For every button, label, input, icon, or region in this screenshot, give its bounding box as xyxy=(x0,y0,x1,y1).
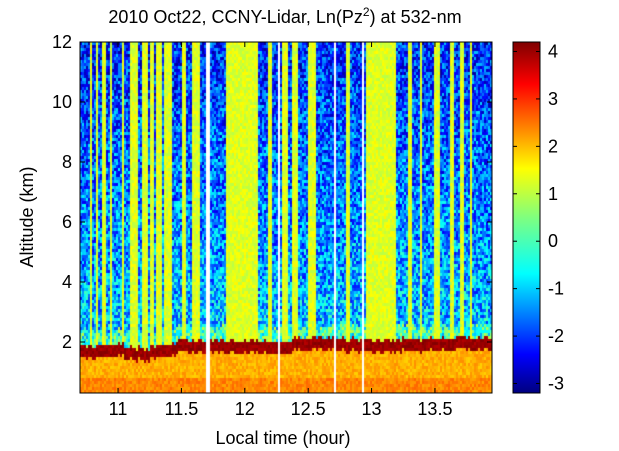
colorbar-tick-label: -1 xyxy=(548,279,564,299)
chart-title: 2010 Oct22, CCNY-Lidar, Ln(Pz2) at 532-n… xyxy=(108,5,461,27)
x-tick-label: 11.5 xyxy=(165,399,199,419)
y-axis-title: Altitude (km) xyxy=(17,166,37,267)
chart-title-main: 2010 Oct22, CCNY-Lidar, Ln(Pz xyxy=(108,7,362,27)
x-tick-label: 12.5 xyxy=(291,399,326,419)
x-axis: 11 11.5 12 12.5 13 13.5 xyxy=(109,42,452,419)
colorbar-tick-label: 0 xyxy=(548,231,558,251)
colorbar-tick-label: 3 xyxy=(548,89,558,109)
plot-frame xyxy=(79,41,493,394)
colorbar xyxy=(512,41,541,394)
y-tick-label: 12 xyxy=(52,32,72,52)
y-axis: 2 4 6 8 10 12 xyxy=(52,32,492,352)
y-tick-label: 10 xyxy=(52,92,72,112)
chart-title-tail: ) at 532-nm xyxy=(370,7,462,27)
y-tick-label: 4 xyxy=(62,272,72,292)
y-tick-label: 6 xyxy=(62,212,72,232)
x-tick-label: 12 xyxy=(235,399,255,419)
colorbar-tick-label: 4 xyxy=(548,41,558,61)
colorbar-axis: -3 -2 -1 0 1 2 3 4 xyxy=(513,41,564,394)
x-tick-label: 11 xyxy=(109,399,128,419)
y-tick-label: 2 xyxy=(62,332,72,352)
x-tick-label: 13 xyxy=(362,399,382,419)
x-tick-label: 13.5 xyxy=(417,399,452,419)
heatmap-plot-area xyxy=(80,42,492,393)
colorbar-tick-label: -2 xyxy=(548,326,564,346)
y-tick-label: 8 xyxy=(62,152,72,172)
colorbar-tick-label: -3 xyxy=(548,374,564,394)
colorbar-tick-label: 2 xyxy=(548,136,558,156)
x-axis-title: Local time (hour) xyxy=(215,428,350,448)
chart-title-superscript: 2 xyxy=(363,5,370,19)
heatmap-image xyxy=(80,42,492,393)
colorbar-tick-label: 1 xyxy=(548,184,558,204)
